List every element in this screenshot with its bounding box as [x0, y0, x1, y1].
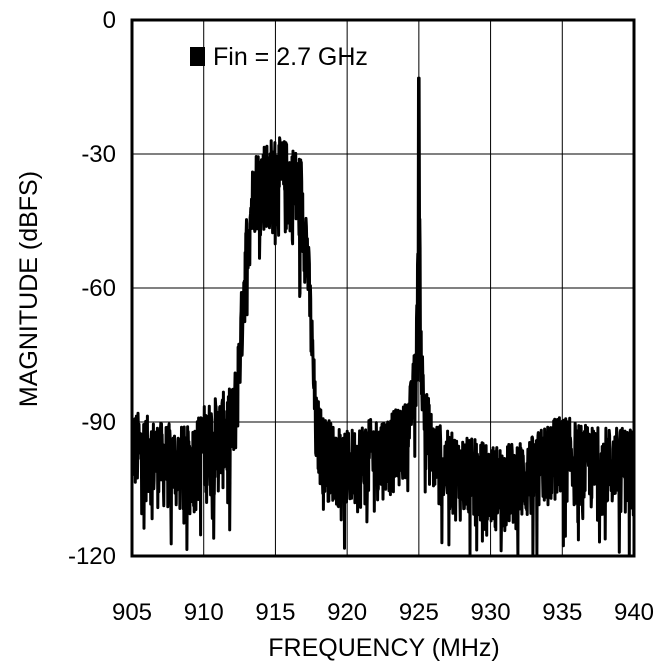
x-tick-label: 925 — [399, 599, 439, 626]
x-axis-title: FREQUENCY (MHz) — [268, 634, 499, 662]
x-tick-label: 930 — [471, 599, 511, 626]
x-tick-label: 905 — [112, 599, 152, 626]
y-axis-ticks: 0 -30 -60 -90 -120 — [68, 7, 116, 570]
x-tick-label: 935 — [542, 599, 582, 626]
y-tick-label: -60 — [81, 275, 116, 302]
spectrum-trace — [130, 76, 636, 558]
y-tick-label: -90 — [81, 409, 116, 436]
y-tick-label: -30 — [81, 141, 116, 168]
plot-frame — [130, 18, 636, 558]
y-axis-title: MAGNITUDE (dBFS) — [15, 171, 43, 407]
series-line — [130, 76, 636, 558]
x-tick-label: 920 — [327, 599, 367, 626]
legend: Fin = 2.7 GHz — [190, 43, 368, 71]
x-axis-ticks: 905 910 915 920 925 930 935 940 — [112, 599, 654, 626]
y-tick-label: -120 — [68, 543, 116, 570]
x-tick-label: 940 — [614, 599, 654, 626]
x-tick-label: 915 — [255, 599, 295, 626]
legend-marker — [190, 47, 205, 66]
x-tick-label: 910 — [184, 599, 224, 626]
y-tick-label: 0 — [103, 7, 116, 34]
legend-label: Fin = 2.7 GHz — [213, 43, 368, 71]
